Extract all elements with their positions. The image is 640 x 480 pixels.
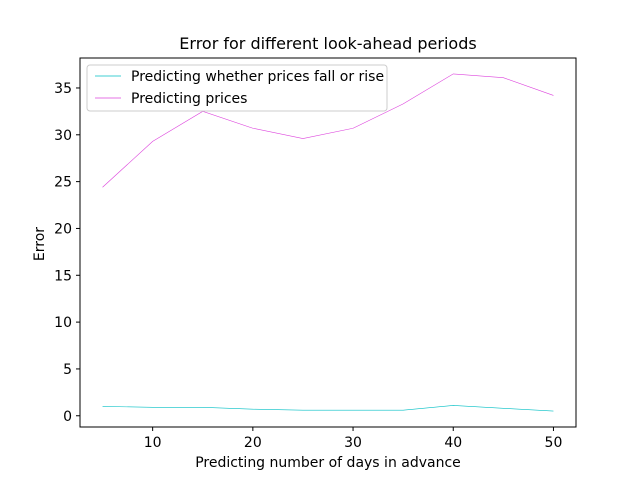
- series-line-0: [102, 405, 554, 412]
- chart-title: Error for different look-ahead periods: [179, 34, 476, 53]
- x-tick-label: 40: [444, 435, 462, 451]
- y-tick-label: 35: [54, 81, 72, 97]
- y-tick-label: 5: [63, 362, 72, 378]
- series-line-1: [102, 73, 554, 188]
- y-tick-label: 0: [63, 409, 72, 425]
- x-axis-label: Predicting number of days in advance: [195, 455, 461, 471]
- x-tick-label: 10: [144, 435, 162, 451]
- plot-area: 10 20 30 40 50 0 5 10 15 20 25 30 35 Predicting wheth…: [54, 57, 577, 451]
- x-tick-label: 30: [344, 435, 362, 451]
- y-tick-label: 15: [54, 268, 72, 284]
- x-tick-label: 50: [545, 435, 563, 451]
- legend-label-0: Predicting whether prices fall or rise: [131, 69, 384, 85]
- legend: Predicting whether prices fall or rise Pr…: [86, 64, 388, 112]
- y-tick-label: 30: [54, 128, 72, 144]
- legend-box: [86, 64, 388, 112]
- axes-frame: [79, 57, 577, 428]
- y-tick-label: 20: [54, 221, 72, 237]
- x-tick-label: 20: [244, 435, 262, 451]
- legend-label-1: Predicting prices: [131, 91, 247, 107]
- y-tick-label: 25: [54, 175, 72, 191]
- y-tick-label: 10: [54, 315, 72, 331]
- y-axis-label: Error: [32, 227, 48, 261]
